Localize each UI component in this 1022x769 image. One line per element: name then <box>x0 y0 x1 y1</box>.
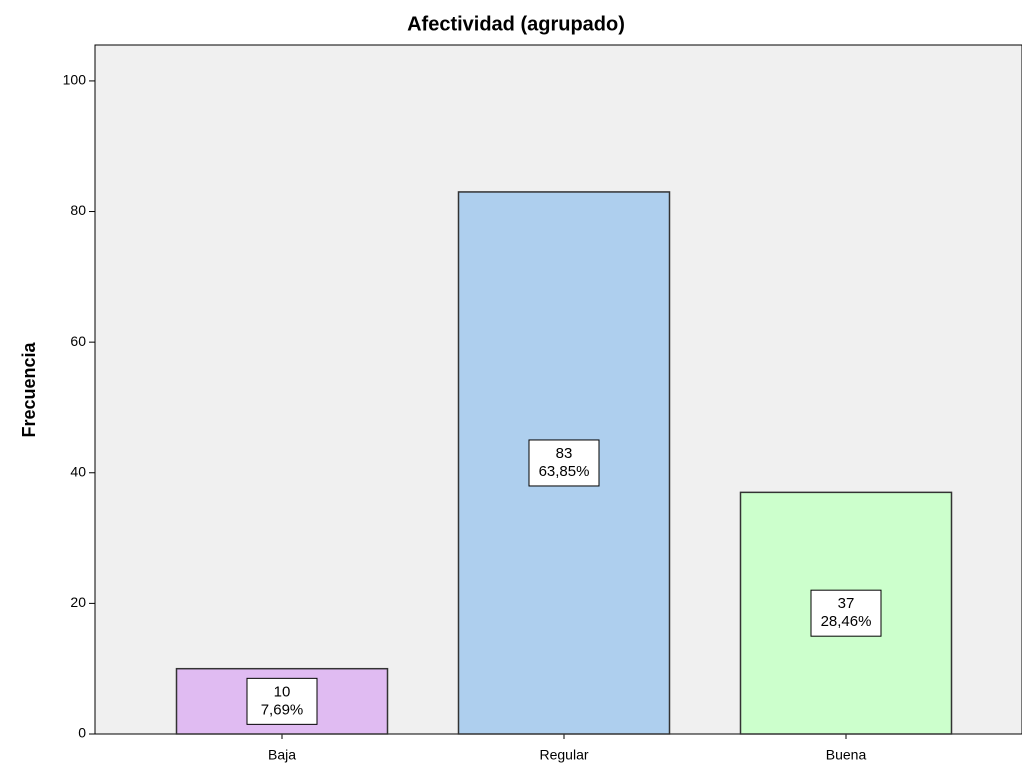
y-tick-label: 0 <box>78 725 86 741</box>
y-tick-label: 100 <box>63 72 87 88</box>
x-tick-label: Buena <box>826 747 867 763</box>
bar <box>457 191 671 735</box>
y-tick-label: 60 <box>70 333 86 349</box>
y-axis-label: Frecuencia <box>19 341 39 437</box>
data-label-box <box>246 677 318 725</box>
data-label-percent: 28,46% <box>821 613 872 630</box>
y-tick-label: 20 <box>70 594 86 610</box>
data-label-count: 83 <box>556 445 573 462</box>
chart-title: Afectividad (agrupado) <box>407 13 625 35</box>
data-label-count: 10 <box>274 683 291 700</box>
data-label-count: 37 <box>838 595 855 612</box>
data-label-percent: 7,69% <box>261 701 304 718</box>
x-tick-label: Baja <box>268 747 296 763</box>
y-tick-label: 80 <box>70 202 86 218</box>
y-tick-label: 40 <box>70 463 86 479</box>
data-label-percent: 63,85% <box>539 463 590 480</box>
data-label-box <box>810 589 882 637</box>
x-tick-label: Regular <box>539 747 588 763</box>
data-label-box <box>528 439 600 487</box>
